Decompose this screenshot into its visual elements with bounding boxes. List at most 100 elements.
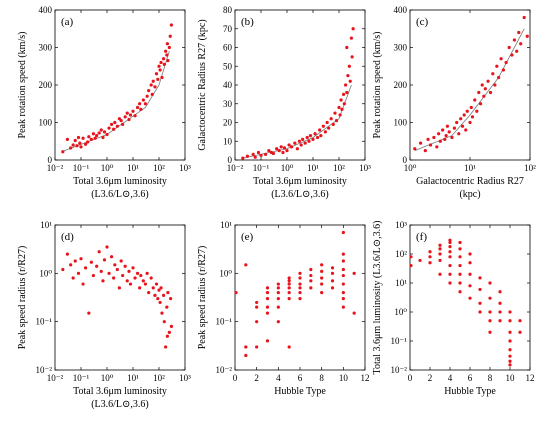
data-point <box>276 305 280 309</box>
x-tick-label: 12 <box>361 373 370 383</box>
data-point <box>447 130 451 134</box>
panel-d: 10⁻² 10⁻¹ 10⁰ 10¹ 10² 10³ 10⁻² 10⁻¹ 10⁰ 10¹ (d) Tot… <box>17 220 191 410</box>
data-point <box>330 286 335 290</box>
data-point <box>458 263 462 268</box>
data-point <box>478 287 482 292</box>
x-tick-label: 2 <box>254 373 259 383</box>
data-point <box>271 151 276 156</box>
data-point <box>495 64 499 68</box>
data-point <box>508 354 512 358</box>
y-tick-label: 100 <box>394 118 408 128</box>
data-point <box>93 136 97 140</box>
data-point <box>352 271 356 275</box>
x-tick-label: 8 <box>319 373 324 383</box>
data-point <box>468 120 472 125</box>
data-point <box>113 263 117 267</box>
data-point <box>287 297 291 301</box>
data-point <box>169 23 174 27</box>
data-point <box>95 134 99 138</box>
data-point <box>305 135 309 140</box>
data-point <box>277 149 281 153</box>
data-point <box>265 339 270 343</box>
data-point <box>445 124 449 128</box>
y-tick-label: 10⁻² <box>216 365 233 375</box>
data-point <box>161 293 166 297</box>
y-tick-label: 40 <box>223 80 233 90</box>
data-point <box>303 141 307 145</box>
data-point <box>162 320 166 324</box>
data-point <box>287 345 291 349</box>
data-point <box>164 49 168 53</box>
data-point <box>128 113 133 117</box>
y-tick-label: 0 <box>228 155 233 165</box>
data-point <box>468 272 472 276</box>
data-point <box>444 134 448 138</box>
data-point <box>298 290 302 295</box>
y-tick-label: 200 <box>394 80 408 90</box>
data-point <box>128 282 133 286</box>
data-point <box>478 310 482 314</box>
y-tick-label: 400 <box>394 5 408 15</box>
panel-label: (e) <box>241 231 254 243</box>
data-point <box>462 113 466 117</box>
data-point <box>501 68 505 72</box>
x-tick-label: 12 <box>526 373 535 383</box>
x-tick-label: 10³ <box>179 373 191 383</box>
data-point <box>125 111 129 115</box>
data-point <box>121 273 125 278</box>
y-tick-label: 30 <box>223 99 233 109</box>
data-point <box>352 311 356 315</box>
data-point <box>438 139 442 143</box>
data-point <box>426 137 430 141</box>
data-point <box>91 273 96 278</box>
x-axis-label: Hubble Type <box>444 386 496 397</box>
data-point <box>320 290 324 295</box>
data-point <box>276 290 280 295</box>
data-point <box>105 245 109 249</box>
y-tick-label: 0 <box>403 155 408 165</box>
data-point <box>309 273 313 278</box>
data-point <box>459 117 463 121</box>
data-point <box>267 149 271 153</box>
data-point <box>149 276 153 280</box>
data-point <box>101 279 105 283</box>
data-point <box>168 34 172 38</box>
data-point <box>157 288 161 292</box>
y-tick-label: 100 <box>39 118 53 128</box>
y-tick-label: 10⁻¹ <box>36 317 53 327</box>
data-point <box>428 261 432 265</box>
data-point <box>498 290 502 294</box>
data-point <box>298 286 302 290</box>
plot-frame <box>54 224 186 371</box>
data-point <box>123 264 127 268</box>
x-axis-label: Total 3.6μm luminosity <box>253 176 347 187</box>
data-point <box>438 272 442 276</box>
data-point <box>344 83 348 87</box>
data-point <box>498 310 502 314</box>
data-point <box>101 135 105 140</box>
data-point <box>488 319 492 323</box>
x-tick-label: 2 <box>428 373 433 383</box>
data-point <box>508 339 512 343</box>
data-point <box>522 15 526 20</box>
data-point <box>311 137 315 141</box>
data-point <box>341 297 345 301</box>
data-point <box>255 300 259 305</box>
data-point <box>169 297 173 301</box>
data-point <box>76 271 81 275</box>
data-point <box>438 258 442 263</box>
x-tick-label: 10⁰ <box>281 163 294 173</box>
y-tick-label: 80 <box>223 5 233 15</box>
data-point <box>112 127 116 131</box>
data-point <box>465 109 469 113</box>
data-point <box>295 147 299 151</box>
data-point <box>75 144 79 148</box>
data-point <box>308 134 313 138</box>
data-point <box>428 250 432 254</box>
data-point <box>161 57 166 61</box>
data-point <box>320 282 324 286</box>
data-point <box>488 330 492 334</box>
data-point <box>135 271 140 275</box>
data-point <box>139 107 143 111</box>
plot-frame <box>54 9 186 161</box>
